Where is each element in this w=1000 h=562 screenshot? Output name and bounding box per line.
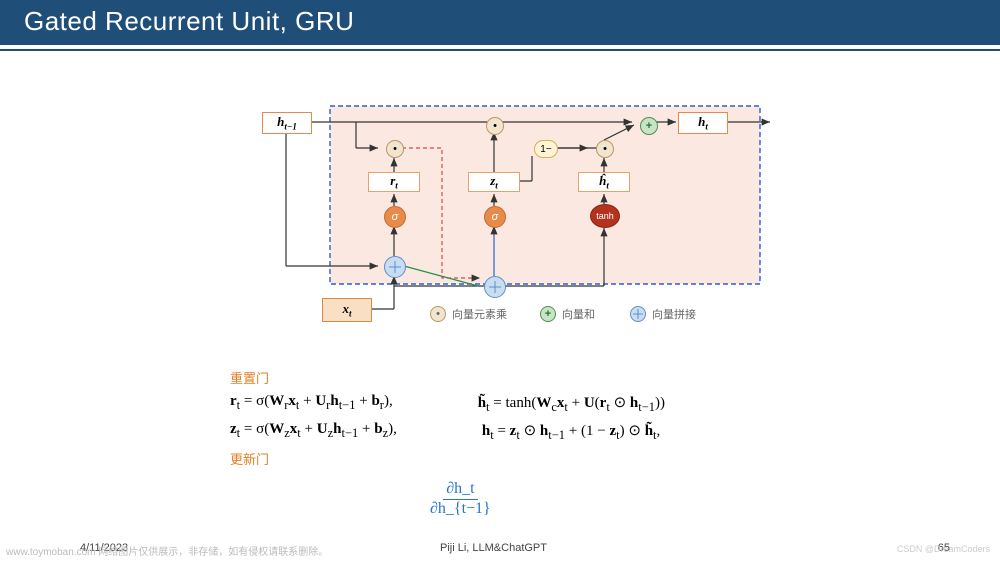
update-gate-label: 更新门 bbox=[230, 449, 830, 468]
r-box: rt bbox=[368, 172, 420, 192]
x-box: xt bbox=[322, 298, 372, 322]
eq-r: rt = σ(Wrxt + Urht−1 + br), bbox=[230, 393, 393, 415]
eq-z: zt = σ(Wzxt + Uzht−1 + bz), bbox=[230, 421, 397, 443]
legend-concat: 向量拼接 bbox=[630, 306, 696, 322]
tanh-icon: tanh bbox=[590, 204, 620, 228]
z-box: zt bbox=[468, 172, 520, 192]
one-minus-icon: 1− bbox=[534, 140, 558, 158]
watermark-left: www.toymoban.com 网络图片仅供展示，非存储，如有侵权请联系删除。 bbox=[6, 543, 328, 558]
mul-icon: • bbox=[386, 140, 404, 158]
watermark-right: CSDN @DreamCoders bbox=[897, 544, 990, 554]
sigma-icon: σ bbox=[484, 206, 506, 228]
slide-title: Gated Recurrent Unit, GRU bbox=[0, 0, 1000, 45]
eq-h: ht = zt ⊙ ht−1 + (1 − zt) ⊙ h̃t, bbox=[482, 421, 660, 443]
sigma-icon: σ bbox=[384, 206, 406, 228]
gru-diagram: ht−1 ht rt zt ĥt xt • • • + 1− σ σ tanh … bbox=[210, 100, 790, 330]
legend-plus: + 向量和 bbox=[540, 306, 595, 322]
concat-icon bbox=[484, 276, 506, 298]
eq-htilde: h̃t = tanh(Wcxt + U(rt ⊙ ht−1)) bbox=[478, 393, 665, 415]
htilde-box: ĥt bbox=[578, 172, 630, 192]
h-prev-box: ht−1 bbox=[262, 112, 312, 134]
plus-icon: + bbox=[640, 117, 658, 135]
legend-mul: • 向量元素乘 bbox=[430, 306, 507, 322]
mul-icon: • bbox=[596, 140, 614, 158]
partial-derivative: ∂h_t ∂h_{t−1} bbox=[430, 480, 491, 518]
footer-author: Piji Li, LLM&ChatGPT bbox=[440, 542, 547, 554]
h-out-box: ht bbox=[678, 112, 728, 134]
equations-block: 重置门 rt = σ(Wrxt + Urht−1 + br), h̃t = ta… bbox=[230, 368, 830, 468]
concat-icon bbox=[384, 256, 406, 278]
title-divider bbox=[0, 49, 1000, 51]
mul-icon: • bbox=[486, 117, 504, 135]
reset-gate-label: 重置门 bbox=[230, 368, 830, 387]
